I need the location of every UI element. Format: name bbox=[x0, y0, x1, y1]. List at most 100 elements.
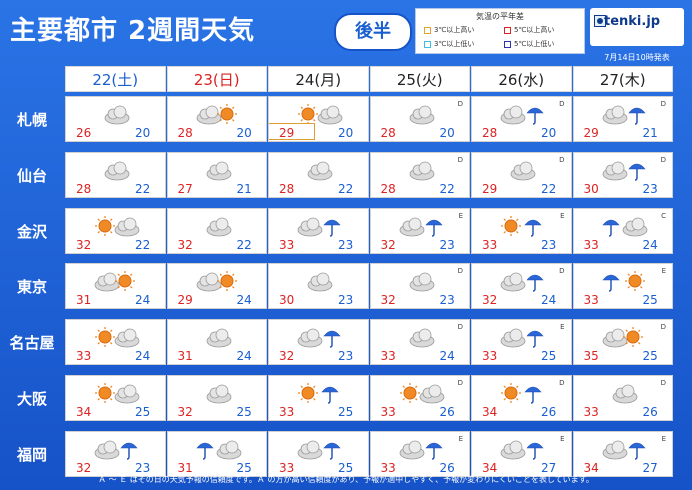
tenki-logo[interactable]: tenki.jp 7月14日10時発表 bbox=[590, 8, 684, 62]
forecast-cell[interactable]: 28 20 D bbox=[471, 96, 572, 142]
cloud-rain-icon bbox=[94, 438, 140, 460]
forecast-cell[interactable]: 31 24 bbox=[65, 263, 166, 310]
forecast-cell[interactable]: 33 26 D bbox=[572, 375, 673, 421]
high-temp: 33 bbox=[279, 237, 295, 252]
high-temp: 31 bbox=[177, 349, 193, 364]
low-temp: 20 bbox=[541, 126, 557, 140]
forecast-cell[interactable]: 29 20 bbox=[268, 96, 369, 142]
reliability-grade: D bbox=[559, 379, 565, 387]
forecast-cell[interactable]: 33 24 bbox=[65, 319, 166, 366]
forecast-cell[interactable]: 33 25 E bbox=[471, 319, 572, 366]
forecast-cell[interactable]: 32 25 bbox=[166, 375, 267, 421]
cloud-icon bbox=[500, 159, 546, 181]
forecast-cell[interactable]: 32 23 D bbox=[369, 263, 470, 310]
city-name: 金沢 bbox=[16, 222, 47, 241]
forecast-cell[interactable]: 33 26 E bbox=[369, 430, 470, 477]
cloud-sun-icon bbox=[196, 103, 242, 125]
low-temp: 25 bbox=[236, 405, 252, 419]
cloud-icon bbox=[196, 215, 242, 237]
high-temp: 33 bbox=[279, 460, 295, 475]
issued-time: 7月14日10時発表 bbox=[604, 53, 670, 62]
low-temp: 20 bbox=[338, 126, 354, 140]
sun-cloud-icon bbox=[297, 103, 343, 125]
forecast-cell[interactable]: 32 23 bbox=[65, 430, 166, 477]
forecast-cell[interactable]: 31 25 bbox=[166, 430, 267, 477]
forecast-cell[interactable]: 33 24 D bbox=[369, 319, 470, 366]
day-header: 27(木) bbox=[572, 66, 673, 92]
forecast-cell[interactable]: 33 25 bbox=[268, 375, 369, 421]
reliability-grade: D bbox=[457, 155, 463, 164]
low-temp: 24 bbox=[439, 349, 455, 364]
forecast-cell[interactable]: 28 22 D bbox=[369, 151, 470, 198]
temp-anomaly-marker bbox=[268, 123, 315, 140]
high-temp: 28 bbox=[380, 181, 396, 196]
forecast-cell[interactable]: 34 27 E bbox=[471, 430, 572, 477]
city-name: 名古屋 bbox=[9, 334, 55, 353]
reliability-grade: C bbox=[661, 211, 666, 220]
sun-rain-icon bbox=[297, 382, 343, 404]
high-temp: 31 bbox=[177, 460, 193, 475]
forecast-cell[interactable]: 34 25 bbox=[65, 375, 166, 421]
forecast-cell[interactable]: 33 23 bbox=[268, 207, 369, 254]
forecast-cell[interactable]: 33 26 D bbox=[369, 375, 470, 421]
forecast-cell[interactable]: 32 24 D bbox=[471, 263, 572, 310]
reliability-grade: D bbox=[457, 267, 463, 276]
forecast-cell[interactable]: 29 22 D bbox=[471, 151, 572, 198]
forecast-cell[interactable]: 33 24 C bbox=[572, 207, 673, 254]
sun-cloud-icon bbox=[94, 215, 140, 237]
forecast-cell[interactable]: 30 23 bbox=[268, 263, 369, 310]
low-temp: 21 bbox=[236, 181, 252, 196]
forecast-cell[interactable]: 33 25 E bbox=[572, 263, 673, 310]
cloud-rain-icon bbox=[500, 103, 546, 125]
forecast-cell[interactable]: 28 22 bbox=[268, 151, 369, 198]
high-temp: 34 bbox=[482, 460, 498, 475]
high-temp: 31 bbox=[76, 293, 92, 308]
reliability-grade: D bbox=[660, 100, 666, 108]
cloud-icon bbox=[399, 326, 445, 348]
forecast-cell[interactable]: 34 27 E bbox=[572, 430, 673, 477]
forecast-cell[interactable]: 34 26 D bbox=[471, 375, 572, 421]
day-header: 22(土) bbox=[65, 66, 166, 92]
forecast-cell[interactable]: 28 20 D bbox=[369, 96, 470, 142]
low-temp: 24 bbox=[642, 237, 658, 252]
cloud-rain-icon bbox=[297, 438, 343, 460]
reliability-grade: E bbox=[661, 267, 666, 276]
forecast-cell[interactable]: 28 22 bbox=[65, 151, 166, 198]
forecast-cell[interactable]: 32 23 bbox=[268, 319, 369, 366]
forecast-cell[interactable]: 32 23 E bbox=[369, 207, 470, 254]
forecast-cell[interactable]: 29 21 D bbox=[572, 96, 673, 142]
high-temp: 33 bbox=[279, 405, 295, 419]
low-temp: 20 bbox=[236, 126, 252, 140]
cloud-rain-icon bbox=[602, 438, 648, 460]
cloud-rain-icon bbox=[500, 438, 546, 460]
forecast-cell[interactable]: 30 23 D bbox=[572, 151, 673, 198]
low-temp: 25 bbox=[642, 293, 658, 308]
forecast-cell[interactable]: 32 22 bbox=[65, 207, 166, 254]
high-temp: 33 bbox=[380, 349, 396, 364]
forecast-cell[interactable]: 28 20 bbox=[166, 96, 267, 142]
cloud-sun-icon bbox=[94, 270, 140, 292]
forecast-cell[interactable]: 27 21 bbox=[166, 151, 267, 198]
high-temp: 28 bbox=[380, 126, 396, 140]
reliability-grade: D bbox=[457, 379, 463, 387]
cloud-rain-icon bbox=[399, 438, 445, 460]
forecast-cell[interactable]: 29 24 bbox=[166, 263, 267, 310]
cloud-sun-icon bbox=[196, 270, 242, 292]
cloud-rain-icon bbox=[602, 103, 648, 125]
high-temp: 33 bbox=[482, 237, 498, 252]
cyan-square-icon bbox=[424, 40, 431, 48]
forecast-cell[interactable]: 33 23 E bbox=[471, 207, 572, 254]
forecast-cell[interactable]: 31 24 bbox=[166, 319, 267, 366]
city-name: 東京 bbox=[16, 278, 47, 297]
day-header: 26(水) bbox=[471, 66, 572, 92]
forecast-cell[interactable]: 35 25 D bbox=[572, 319, 673, 366]
low-temp: 26 bbox=[541, 405, 557, 419]
sun-rain-icon bbox=[500, 382, 546, 404]
forecast-cell[interactable]: 26 20 bbox=[65, 96, 166, 142]
low-temp: 23 bbox=[541, 237, 557, 252]
forecast-cell[interactable]: 32 22 bbox=[166, 207, 267, 254]
forecast-cell[interactable]: 33 25 bbox=[268, 430, 369, 477]
reliability-grade: E bbox=[661, 434, 666, 443]
high-temp: 30 bbox=[279, 293, 295, 308]
